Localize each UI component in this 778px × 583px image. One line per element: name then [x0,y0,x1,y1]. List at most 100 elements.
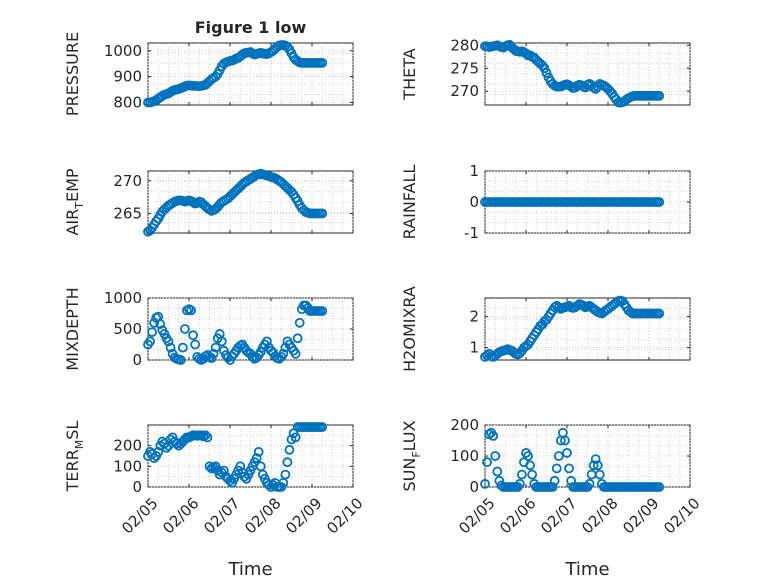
series-markers [143,300,328,365]
x-tick-label: 02/07 [200,494,243,537]
data-point [216,336,227,347]
series-markers [480,39,665,108]
x-tick-label: 02/08 [241,494,284,537]
y-axis-label: AIRTEMP [63,168,86,235]
series-markers [143,40,328,108]
data-point [547,482,558,492]
subplot-theta: 270 275 280 THETA [400,36,691,108]
data-point [179,324,190,334]
y-axis-label: RAINFALL [400,165,419,240]
data-point [261,336,272,347]
data-point [204,461,215,472]
y-tick-label: 100 [113,457,142,475]
series-markers [143,168,328,237]
data-point [317,306,328,316]
y-tick-label: 0 [132,478,142,496]
y-axis-label: SUNFLUX [400,420,423,491]
y-tick-label: 1000 [104,42,142,60]
y-tick-label: -1 [464,224,479,242]
y-tick-label: 200 [450,416,479,434]
data-point [284,444,295,455]
y-axis-label: PRESSURE [63,32,82,116]
data-point [190,339,201,350]
data-point [188,330,199,341]
data-point [317,422,328,432]
data-point [654,308,665,319]
data-point [317,208,328,219]
series-markers [480,295,665,362]
data-point [200,430,211,441]
data-point [163,336,174,347]
data-point [290,348,301,359]
data-point [317,57,328,68]
data-point [527,469,538,480]
grid [147,43,354,105]
data-point [278,348,289,359]
data-point [490,451,501,461]
y-axis-label: MIXDEPTH [63,287,82,370]
y-tick-label: 275 [450,59,479,77]
data-point [592,460,603,471]
x-axis-label: Time [227,559,272,580]
data-point [480,478,490,489]
y-tick-label: 1 [469,162,479,180]
data-point [175,355,186,365]
data-point [514,478,525,489]
data-point [541,67,552,78]
y-tick-label: 0 [132,351,142,369]
data-point [171,438,182,449]
data-point [280,469,291,480]
data-point [292,333,303,344]
data-point [161,442,172,453]
data-point [562,447,572,458]
subplot-h2omixra: 1 2 H2OMIXRA [400,286,691,372]
x-tick-label: 02/10 [660,494,703,537]
y-tick-label: 2 [469,308,479,326]
x-tick-label: 02/08 [578,494,621,537]
y-tick-label: 270 [450,82,479,100]
data-point [525,460,535,471]
data-point [549,475,560,486]
x-tick-label: 02/09 [619,494,662,537]
y-tick-label: 900 [113,68,142,86]
y-axis-label: THETA [400,48,419,100]
y-tick-label: 280 [450,36,479,54]
data-point [155,319,166,329]
data-point [251,453,262,463]
series-markers [143,422,328,492]
data-point [654,197,665,207]
x-tick-label: 02/05 [455,494,498,537]
x-axis-label: Time [564,559,609,580]
data-point [253,446,264,457]
y-tick-label: 0 [469,478,479,496]
data-point [290,432,301,443]
y-tick-label: 265 [113,204,142,222]
x-tick-label: 02/07 [537,494,580,537]
data-point [492,466,503,477]
y-tick-label: 1000 [104,289,142,307]
data-point [488,430,499,441]
data-point [590,454,601,465]
x-tick-label: 02/09 [282,494,325,537]
data-point [282,457,293,468]
data-point [588,460,599,471]
series-markers [480,427,665,492]
y-tick-label: 270 [113,172,142,190]
data-point [208,348,219,359]
chart-title: Figure 1 low [195,18,307,37]
y-tick-label: 800 [113,93,142,111]
y-tick-label: 1 [469,339,479,357]
data-point [247,351,258,362]
x-tick-label: 02/06 [496,494,539,537]
data-point [294,317,305,328]
data-point [186,305,196,316]
x-tick-label: 02/05 [118,494,161,537]
y-tick-label: 0 [469,193,479,211]
data-point [482,457,492,468]
data-point [584,478,595,489]
data-point [560,435,570,446]
data-point [539,63,550,74]
